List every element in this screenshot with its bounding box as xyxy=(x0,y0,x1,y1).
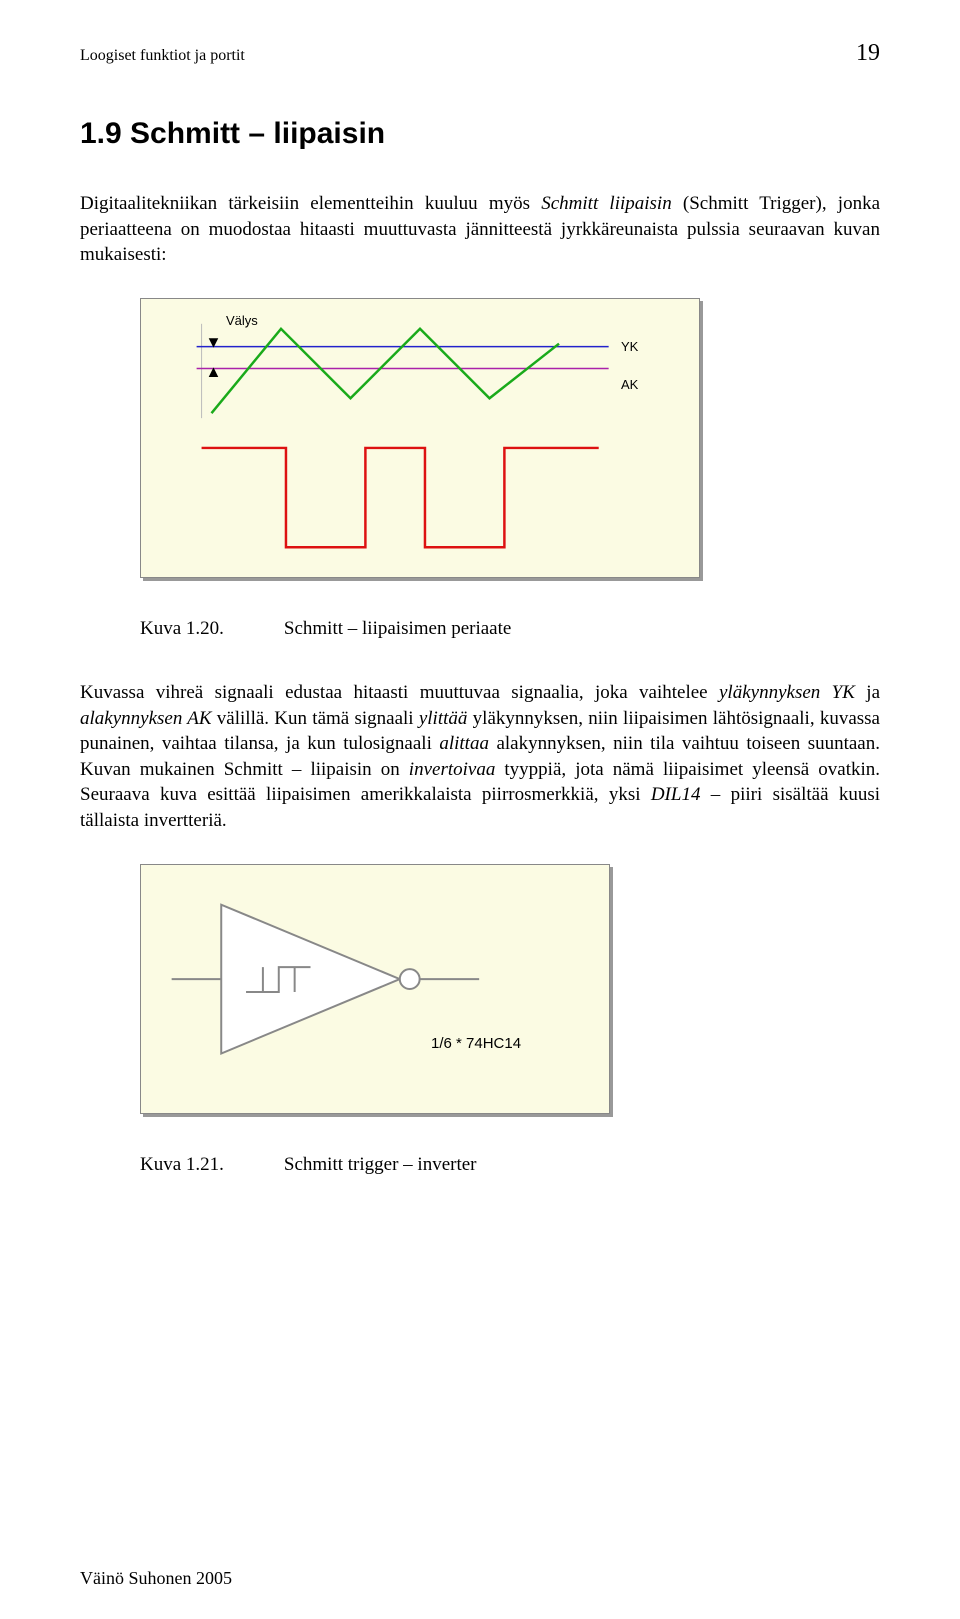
invert-bubble xyxy=(400,969,420,989)
p1-text-a: Digitaalitekniikan tärkeisiin elementtei… xyxy=(80,193,541,214)
output-pulse xyxy=(202,448,599,547)
p1-italic1: Schmitt liipaisin xyxy=(541,193,671,214)
inverter-triangle xyxy=(221,904,400,1053)
p2-i5: invertoivaa xyxy=(409,759,496,780)
p2-c: välillä. Kun tämä signaali xyxy=(212,708,419,729)
diagram1-svg xyxy=(141,299,699,577)
chip-label: 1/6 * 74HC14 xyxy=(431,1035,521,1052)
caption2: Kuva 1.21. Schmitt trigger – inverter xyxy=(140,1154,880,1176)
intro-paragraph: Digitaalitekniikan tärkeisiin elementtei… xyxy=(80,191,880,268)
p2-i1: yläkynnyksen YK xyxy=(719,682,855,703)
running-head: Loogiset funktiot ja portit xyxy=(80,47,245,65)
schmitt-symbol-diagram: 1/6 * 74HC14 xyxy=(140,864,610,1114)
p2-i2: alakynnyksen AK xyxy=(80,708,212,729)
p2-a: Kuvassa vihreä signaali edustaa hitaasti… xyxy=(80,682,719,703)
valys-arrows xyxy=(210,339,218,377)
caption1-num: Kuva 1.20. xyxy=(140,618,224,640)
caption1-text: Schmitt – liipaisimen periaate xyxy=(284,618,511,640)
label-valys: Välys xyxy=(226,313,258,328)
p2-i3: ylittää xyxy=(419,708,468,729)
section-heading: 1.9 Schmitt – liipaisin xyxy=(80,117,880,151)
caption1: Kuva 1.20. Schmitt – liipaisimen periaat… xyxy=(140,618,880,640)
page-header: Loogiset funktiot ja portit 19 xyxy=(80,40,880,67)
input-triangle-wave xyxy=(212,329,560,413)
footer-author: Väinö Suhonen 2005 xyxy=(80,1568,232,1589)
page-number: 19 xyxy=(856,40,880,67)
label-yk: YK xyxy=(621,339,638,354)
explain-paragraph: Kuvassa vihreä signaali edustaa hitaasti… xyxy=(80,680,880,834)
caption2-text: Schmitt trigger – inverter xyxy=(284,1154,477,1176)
schmitt-principle-diagram: Välys YK AK xyxy=(140,298,700,578)
p2-b: ja xyxy=(855,682,880,703)
p2-i6: DIL14 xyxy=(651,784,701,805)
caption2-num: Kuva 1.21. xyxy=(140,1154,224,1176)
diagram2-svg xyxy=(141,865,609,1113)
label-ak: AK xyxy=(621,377,638,392)
p2-i4: alittaa xyxy=(439,733,489,754)
